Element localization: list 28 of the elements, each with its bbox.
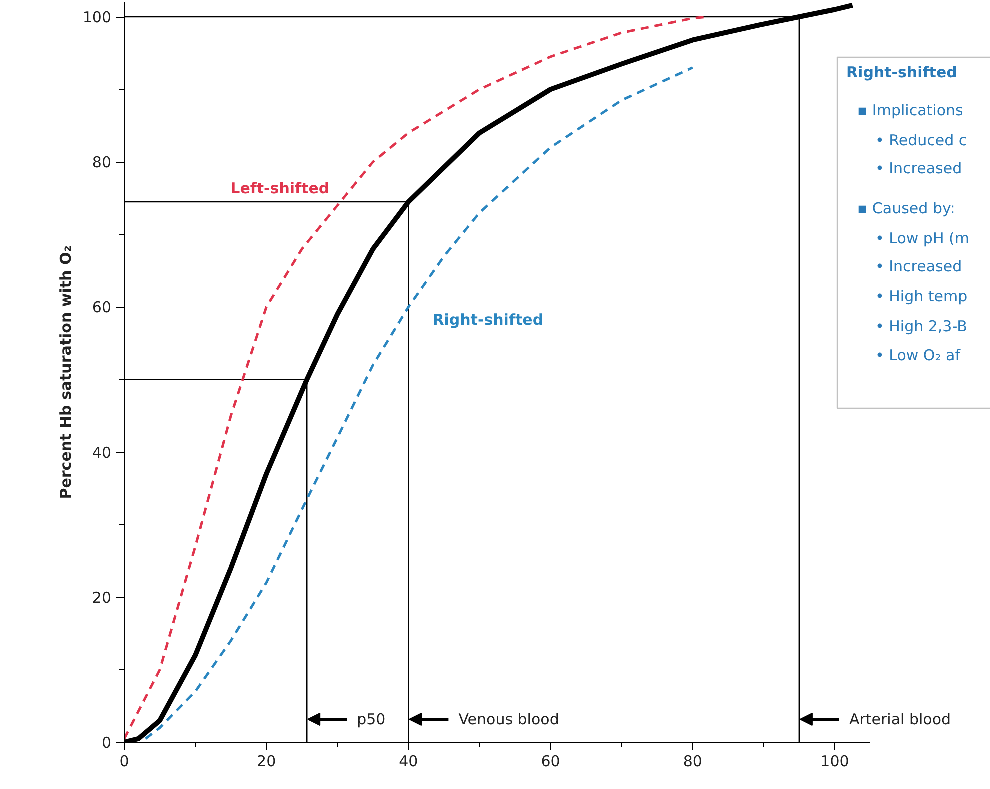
text: • High temp <box>876 288 968 306</box>
x-tick-label: 40 <box>399 752 418 770</box>
x-tick-label: 60 <box>541 752 560 770</box>
ref-line-label: Venous blood <box>458 710 560 728</box>
x-tick-label: 80 <box>683 752 702 770</box>
text: • Increased <box>876 258 962 276</box>
y-tick-label: 0 <box>102 734 112 752</box>
text: • Increased <box>876 160 962 178</box>
series-label: Left-shifted <box>230 180 330 198</box>
y-tick-label: 100 <box>82 8 112 27</box>
y-axis-title: Percent Hb saturation with O₂ <box>56 246 75 500</box>
y-tick-label: 20 <box>92 588 112 607</box>
ref-line-label: p50 <box>357 710 386 728</box>
annotation: ▪ Caused by: <box>858 200 956 218</box>
x-tick-label: 20 <box>257 752 276 770</box>
annotation: Right-shifted <box>846 64 958 82</box>
text: • High 2,3-B <box>876 318 968 336</box>
text: • Low O₂ af <box>876 346 962 364</box>
text: • Reduced c <box>876 132 968 150</box>
x-tick-label: 0 <box>120 752 130 770</box>
series-label: Right-shifted <box>432 311 544 330</box>
ref-line-label: Arterial blood <box>849 710 952 728</box>
text: • Low pH (m <box>876 230 970 248</box>
y-tick-label: 60 <box>92 298 112 317</box>
annotation: ▪ Implications <box>858 102 964 120</box>
x-tick-label: 100 <box>820 752 850 770</box>
y-tick-label: 40 <box>92 444 112 462</box>
y-tick-label: 80 <box>92 154 112 172</box>
